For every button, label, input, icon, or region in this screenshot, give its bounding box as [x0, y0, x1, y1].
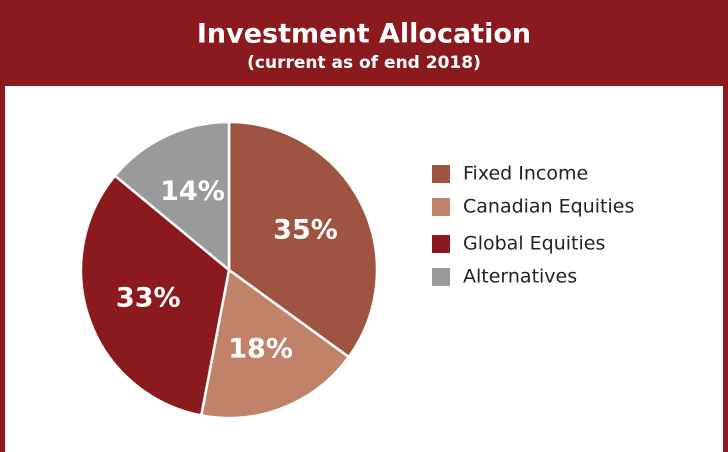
legend-swatch [432, 235, 450, 253]
legend-label: Global Equities [463, 233, 605, 255]
data-label: 18% [228, 333, 293, 364]
pie-slice [113, 120, 231, 273]
data-label: 33% [116, 283, 181, 314]
legend-swatch [432, 268, 450, 286]
legend-swatch [432, 198, 450, 216]
legend-label: Fixed Income [463, 163, 588, 185]
legend-label: Canadian Equities [463, 196, 634, 218]
legend-label: Alternatives [463, 266, 577, 288]
border-right [723, 86, 728, 452]
chart-title: Investment Allocation [197, 19, 531, 50]
data-label: 14% [160, 176, 225, 207]
data-label: 35% [273, 215, 338, 246]
legend-swatch [432, 165, 450, 183]
header [0, 0, 728, 86]
chart-subtitle: (current as of end 2018) [247, 53, 481, 73]
border-left [0, 86, 5, 452]
pie-slice [199, 267, 351, 420]
pie-slice [79, 173, 231, 417]
pie-slice [227, 120, 379, 359]
